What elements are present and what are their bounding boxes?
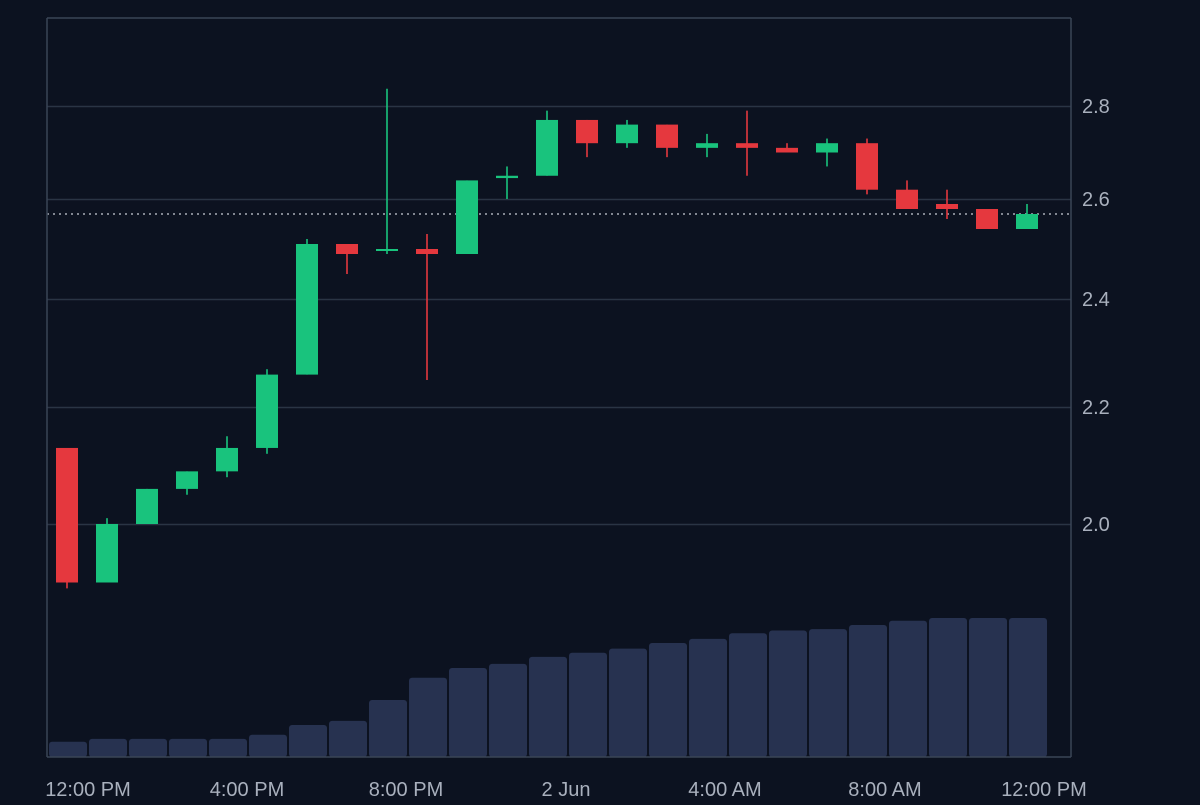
volume-bar	[1009, 618, 1047, 757]
candle-body	[256, 374, 278, 448]
candle[interactable]	[576, 119, 598, 158]
y-tick-label: 2.4	[1082, 289, 1110, 311]
candle[interactable]	[136, 488, 158, 524]
volume-bar	[169, 738, 207, 757]
x-tick-label: 12:00 PM	[45, 779, 131, 800]
candle-body	[816, 143, 838, 153]
x-tick-label: 2 Jun	[542, 779, 591, 800]
volume-bar	[449, 668, 487, 757]
y-tick-label: 2.8	[1082, 96, 1110, 118]
y-tick-label: 2.0	[1082, 514, 1110, 536]
candle[interactable]	[416, 234, 438, 380]
volume-bars	[49, 618, 1047, 757]
candle[interactable]	[736, 110, 758, 176]
candle-body	[936, 204, 958, 209]
x-tick-label: 8:00 AM	[848, 779, 921, 800]
grid-lines	[47, 105, 1071, 526]
volume-bar	[649, 643, 687, 757]
volume-bar	[289, 725, 327, 757]
candle[interactable]	[376, 88, 398, 254]
candle-body	[376, 249, 398, 251]
volume-bar	[729, 633, 767, 757]
volume-bar	[769, 630, 807, 757]
candle-body	[1016, 214, 1038, 229]
candle[interactable]	[456, 180, 478, 254]
time-axis: 12:00 PM 4:00 PM 8:00 PM 2 Jun 4:00 AM 8:00 A…	[45, 779, 1087, 801]
candle[interactable]	[296, 239, 318, 375]
candle-body	[736, 143, 758, 148]
volume-bar	[89, 738, 127, 757]
volume-bar	[369, 700, 407, 757]
candle[interactable]	[696, 133, 718, 158]
candle-body	[896, 189, 918, 209]
candle-body	[616, 124, 638, 144]
candle-body	[176, 471, 198, 489]
candle-body	[136, 488, 158, 524]
candle-body	[216, 447, 238, 472]
y-tick-label: 2.2	[1082, 397, 1110, 419]
candle-body	[856, 143, 878, 190]
candle-body	[336, 244, 358, 254]
x-tick-label: 8:00 PM	[369, 779, 443, 800]
volume-bar	[569, 652, 607, 757]
candle-body	[576, 119, 598, 144]
x-tick-label: 4:00 PM	[210, 779, 284, 800]
candle[interactable]	[536, 110, 558, 176]
chart-frame	[46, 17, 1072, 758]
candle[interactable]	[976, 209, 998, 229]
candle[interactable]	[216, 436, 238, 478]
candle[interactable]	[816, 138, 838, 167]
volume-bar	[329, 720, 367, 757]
x-tick-label: 4:00 AM	[688, 779, 761, 800]
candle[interactable]	[896, 180, 918, 209]
volume-bar	[889, 620, 927, 757]
candle[interactable]	[656, 124, 678, 158]
candle-body	[976, 209, 998, 229]
volume-bar	[809, 629, 847, 757]
candle[interactable]	[176, 471, 198, 495]
volume-bar	[689, 638, 727, 757]
volume-bar	[409, 677, 447, 757]
candle[interactable]	[856, 138, 878, 195]
candle[interactable]	[256, 369, 278, 454]
candle-body	[656, 124, 678, 148]
candle[interactable]	[1016, 204, 1038, 229]
candle[interactable]	[936, 189, 958, 219]
candle[interactable]	[616, 119, 638, 148]
candle[interactable]	[496, 166, 518, 199]
candle[interactable]	[776, 143, 798, 153]
volume-bar	[609, 648, 647, 757]
volume-bar	[529, 656, 567, 757]
x-tick-label: 12:00 PM	[1001, 779, 1087, 800]
y-tick-label: 2.6	[1082, 189, 1110, 211]
candle-body	[96, 524, 118, 583]
volume-bar	[249, 734, 287, 757]
volume-bar	[129, 738, 167, 757]
candle-body	[456, 180, 478, 254]
volume-bar	[49, 741, 87, 757]
price-axis: 2.0 2.2 2.4 2.6 2.8	[1082, 96, 1110, 536]
volume-bar	[489, 663, 527, 757]
candle-body	[496, 175, 518, 179]
volume-bar	[969, 618, 1007, 757]
candle-body	[296, 244, 318, 375]
candle-body	[536, 119, 558, 176]
candle-body	[776, 147, 798, 153]
volume-bar	[849, 624, 887, 757]
candle[interactable]	[96, 518, 118, 583]
volume-bar	[929, 618, 967, 757]
candle-body	[56, 447, 78, 583]
candle-body	[696, 143, 718, 148]
volume-bar	[209, 738, 247, 757]
candle[interactable]	[336, 244, 358, 274]
candles	[56, 88, 1038, 589]
candle[interactable]	[56, 447, 78, 589]
candle-body	[416, 249, 438, 254]
